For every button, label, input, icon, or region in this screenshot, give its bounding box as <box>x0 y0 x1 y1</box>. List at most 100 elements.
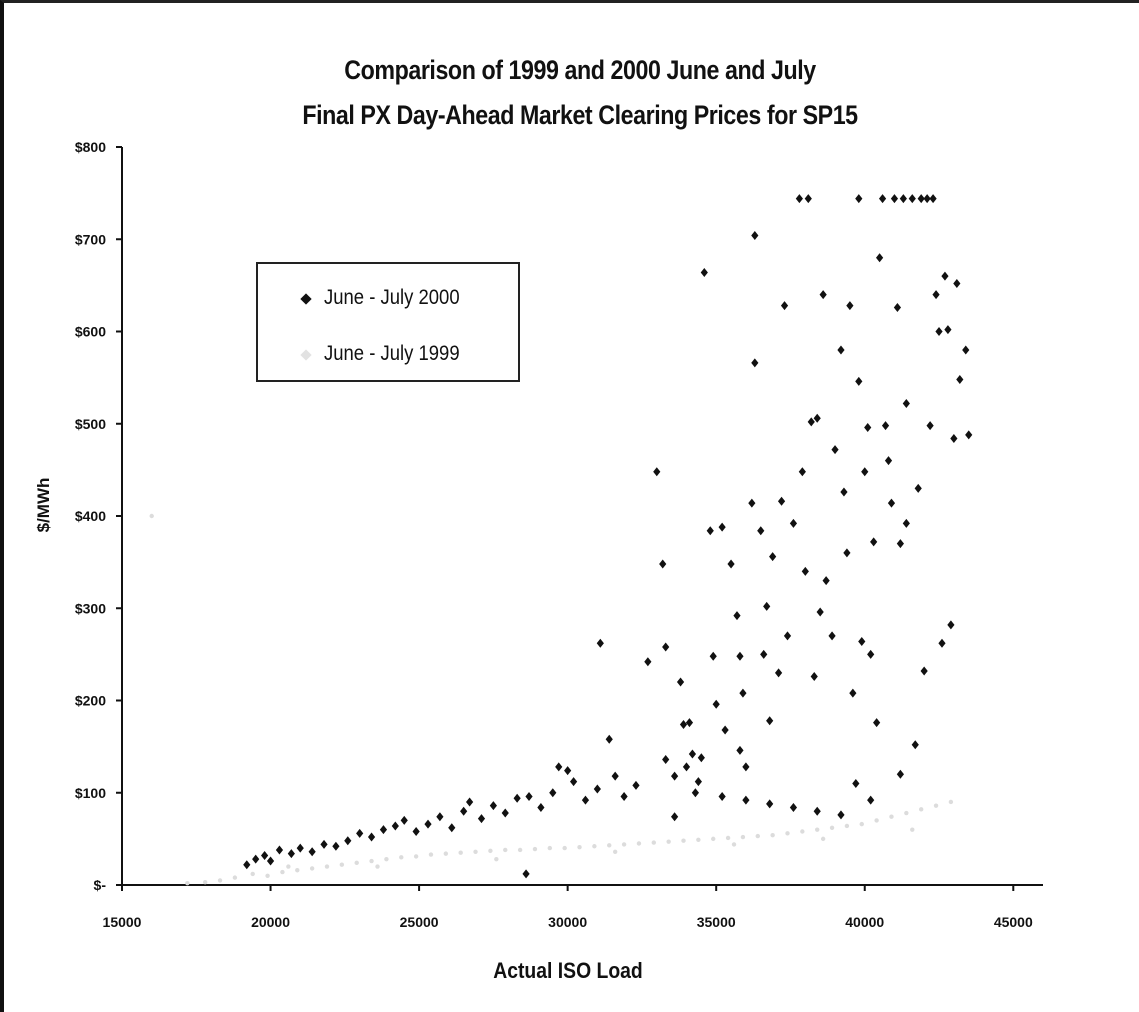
data-point-2000 <box>721 725 729 735</box>
data-point-2000 <box>736 651 744 661</box>
data-point-1999 <box>636 841 642 846</box>
data-point-1999 <box>286 864 291 869</box>
data-point-1999 <box>910 827 915 832</box>
data-point-2000 <box>736 745 744 755</box>
x-axis-label: Actual ISO Load <box>493 958 643 983</box>
data-point-1999 <box>185 880 190 886</box>
data-point-1999 <box>324 864 330 869</box>
data-point-2000 <box>766 799 774 809</box>
data-point-2000 <box>783 631 792 641</box>
data-point-1999 <box>295 868 300 873</box>
data-point-2000 <box>766 716 774 726</box>
legend-label-1999: June - July 1999 <box>324 342 460 365</box>
data-point-2000 <box>864 422 872 432</box>
data-point-2000 <box>739 688 747 698</box>
data-point-2000 <box>706 526 714 536</box>
diamond-marker-icon <box>300 293 312 305</box>
data-point-2000 <box>712 699 720 709</box>
data-point-1999 <box>443 851 449 856</box>
data-point-2000 <box>884 456 893 466</box>
data-point-1999 <box>770 832 775 838</box>
data-point-1999 <box>250 871 255 877</box>
data-point-2000 <box>950 434 958 444</box>
data-point-2000 <box>296 843 304 853</box>
data-point-2000 <box>436 812 444 822</box>
data-point-1999 <box>202 880 208 885</box>
x-tick-label: 40000 <box>845 914 884 930</box>
data-point-2000 <box>837 810 845 820</box>
data-point-2000 <box>908 194 916 204</box>
data-point-2000 <box>691 788 699 798</box>
data-point-2000 <box>501 808 509 818</box>
data-point-1999 <box>399 855 404 860</box>
data-point-1999 <box>681 838 686 843</box>
data-point-2000 <box>564 766 572 776</box>
data-point-1999 <box>592 844 597 849</box>
data-point-2000 <box>644 657 652 667</box>
data-point-2000 <box>320 839 328 849</box>
data-point-2000 <box>751 358 759 368</box>
data-point-2000 <box>929 194 937 204</box>
data-point-2000 <box>777 496 786 506</box>
data-point-2000 <box>840 487 848 497</box>
data-point-2000 <box>694 777 702 787</box>
data-point-2000 <box>671 771 679 781</box>
data-point-1999 <box>948 799 954 805</box>
legend-label-2000: June - July 2000 <box>324 286 460 309</box>
data-point-1999 <box>815 827 820 832</box>
data-point-2000 <box>344 836 352 846</box>
data-point-2000 <box>287 849 295 859</box>
data-point-2000 <box>938 638 946 648</box>
data-point-1999 <box>354 860 359 866</box>
data-point-1999 <box>473 849 478 854</box>
data-point-2000 <box>632 780 640 790</box>
data-point-2000 <box>653 467 661 477</box>
data-point-2000 <box>611 771 619 781</box>
y-ticks: $- $100 $200 $300 $400 $500 $600 $700 $800 <box>75 139 122 893</box>
data-point-1999 <box>217 878 223 883</box>
data-point-2000 <box>902 398 910 408</box>
data-point-2000 <box>266 856 275 866</box>
data-point-2000 <box>855 376 863 386</box>
dot-marker-icon <box>300 349 312 361</box>
y-tick-label: $300 <box>75 600 106 616</box>
data-point-2000 <box>477 814 486 824</box>
data-point-1999 <box>933 803 939 808</box>
data-point-2000 <box>662 642 670 652</box>
data-point-2000 <box>676 677 685 687</box>
data-point-2000 <box>831 445 839 455</box>
data-point-2000 <box>899 194 907 204</box>
data-point-2000 <box>367 832 376 842</box>
legend-entry-2000: June - July 2000 <box>258 284 518 314</box>
data-point-2000 <box>875 253 884 263</box>
y-axis-label: $/MWh <box>34 477 53 533</box>
data-point-2000 <box>893 303 902 313</box>
data-point-1999 <box>844 823 850 829</box>
data-point-1999 <box>413 854 419 859</box>
data-point-1999 <box>517 847 523 853</box>
x-tick-label: 15000 <box>103 914 142 930</box>
data-point-2000 <box>700 267 708 277</box>
data-point-2000 <box>837 345 845 355</box>
x-tick-label: 30000 <box>548 914 587 930</box>
data-point-2000 <box>843 548 851 558</box>
y-tick-label: $700 <box>75 231 106 247</box>
data-point-2000 <box>757 526 765 536</box>
data-point-1999 <box>740 834 746 840</box>
data-point-2000 <box>489 801 497 811</box>
data-point-1999 <box>577 844 582 850</box>
data-point-2000 <box>513 793 521 803</box>
data-point-2000 <box>801 566 809 576</box>
data-point-2000 <box>867 649 875 659</box>
data-point-2000 <box>460 806 468 816</box>
data-point-1999 <box>488 848 493 854</box>
data-point-2000 <box>659 559 667 569</box>
data-point-2000 <box>379 825 388 835</box>
y-tick-label: $800 <box>75 139 106 155</box>
data-point-2000 <box>852 779 860 789</box>
data-point-1999 <box>829 825 835 831</box>
data-point-1999 <box>621 842 627 847</box>
data-point-2000 <box>412 826 420 836</box>
data-point-2000 <box>751 231 759 241</box>
